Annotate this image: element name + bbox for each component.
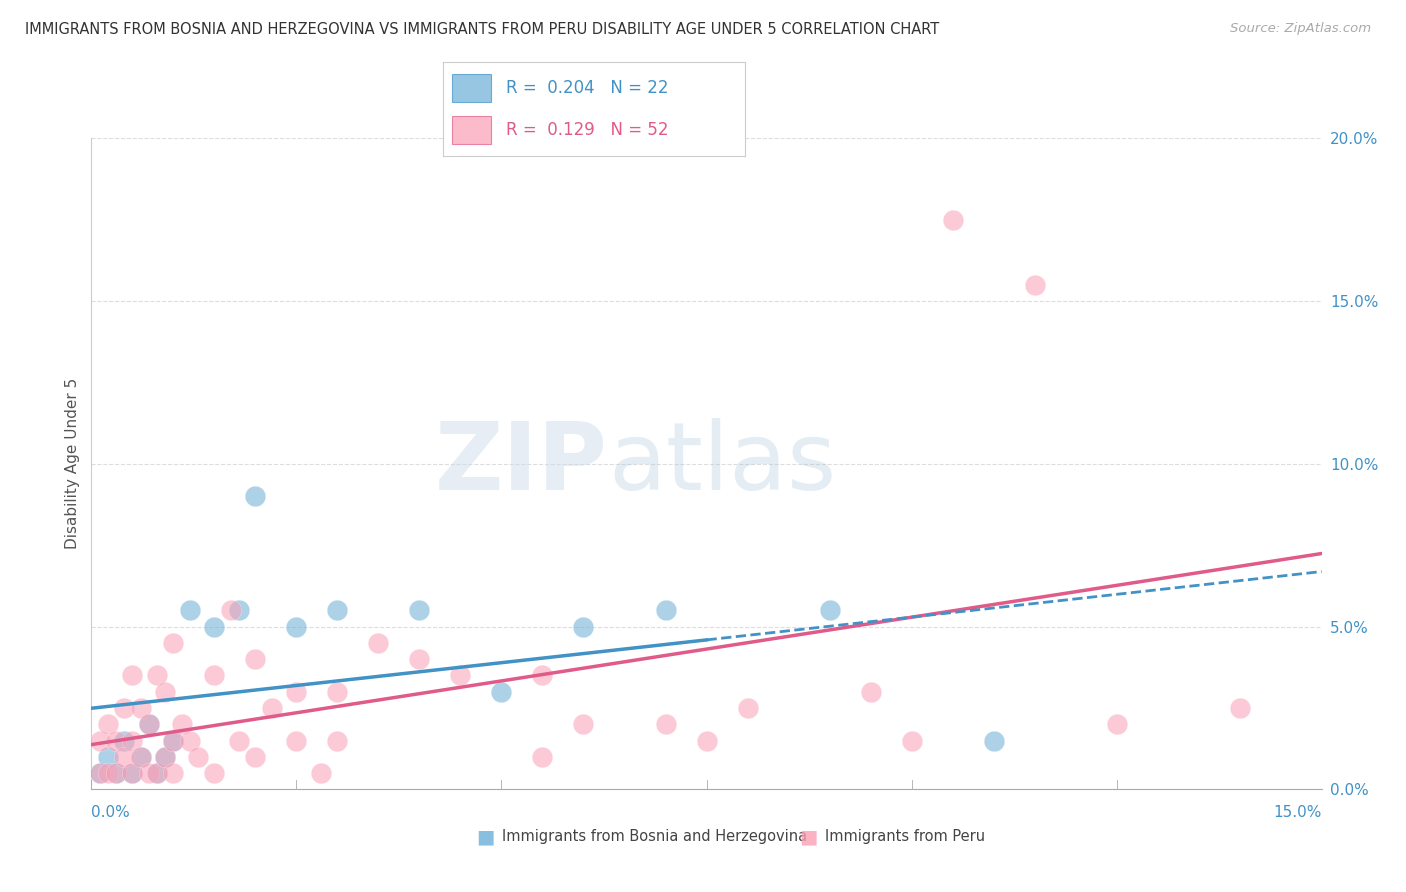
Point bbox=[146, 766, 169, 780]
Point bbox=[138, 717, 160, 731]
Point bbox=[97, 717, 120, 731]
Point bbox=[309, 766, 332, 780]
Point bbox=[859, 685, 882, 699]
Point bbox=[818, 603, 841, 617]
Text: Immigrants from Peru: Immigrants from Peru bbox=[825, 830, 986, 844]
Point bbox=[326, 733, 349, 747]
Point bbox=[146, 766, 169, 780]
Point bbox=[326, 603, 349, 617]
Text: ■: ■ bbox=[475, 827, 495, 847]
Point bbox=[260, 701, 283, 715]
Point bbox=[1024, 277, 1046, 292]
Point bbox=[531, 668, 554, 682]
Bar bbox=[451, 74, 491, 102]
Point bbox=[1105, 717, 1128, 731]
Point bbox=[138, 717, 160, 731]
Text: 0.0%: 0.0% bbox=[91, 805, 131, 821]
Point bbox=[408, 652, 430, 666]
Point bbox=[89, 766, 111, 780]
Point bbox=[737, 701, 759, 715]
Point bbox=[170, 717, 193, 731]
Y-axis label: Disability Age Under 5: Disability Age Under 5 bbox=[65, 378, 80, 549]
Point bbox=[129, 749, 152, 764]
Point bbox=[105, 733, 127, 747]
Text: R =  0.204   N = 22: R = 0.204 N = 22 bbox=[506, 78, 669, 96]
Point bbox=[245, 489, 267, 503]
Point bbox=[202, 668, 225, 682]
Point bbox=[531, 749, 554, 764]
Point bbox=[153, 749, 177, 764]
Point bbox=[89, 733, 111, 747]
Text: R =  0.129   N = 52: R = 0.129 N = 52 bbox=[506, 121, 669, 139]
Point bbox=[285, 685, 308, 699]
Point bbox=[202, 766, 225, 780]
Point bbox=[900, 733, 922, 747]
Point bbox=[179, 603, 201, 617]
Point bbox=[138, 766, 160, 780]
Point bbox=[326, 685, 349, 699]
Text: Immigrants from Bosnia and Herzegovina: Immigrants from Bosnia and Herzegovina bbox=[502, 830, 807, 844]
Point bbox=[162, 733, 184, 747]
Point bbox=[121, 766, 143, 780]
Point bbox=[572, 619, 595, 633]
Point bbox=[367, 636, 389, 650]
Point bbox=[112, 749, 135, 764]
Text: 15.0%: 15.0% bbox=[1274, 805, 1322, 821]
Point bbox=[654, 603, 676, 617]
Point bbox=[941, 212, 963, 227]
Point bbox=[97, 766, 120, 780]
Point bbox=[162, 733, 184, 747]
Point bbox=[408, 603, 430, 617]
Point bbox=[162, 636, 184, 650]
Point bbox=[1229, 701, 1251, 715]
Text: atlas: atlas bbox=[607, 417, 837, 510]
Text: ■: ■ bbox=[799, 827, 818, 847]
Point bbox=[121, 733, 143, 747]
Point bbox=[112, 733, 135, 747]
Point bbox=[285, 619, 308, 633]
Text: Source: ZipAtlas.com: Source: ZipAtlas.com bbox=[1230, 22, 1371, 36]
Text: ZIP: ZIP bbox=[436, 417, 607, 510]
Point bbox=[219, 603, 242, 617]
Point bbox=[105, 766, 127, 780]
Point bbox=[153, 685, 177, 699]
Point bbox=[983, 733, 1005, 747]
Point bbox=[202, 619, 225, 633]
Point bbox=[146, 668, 169, 682]
Point bbox=[228, 603, 250, 617]
Point bbox=[491, 685, 513, 699]
Point bbox=[129, 749, 152, 764]
Point bbox=[112, 701, 135, 715]
Point bbox=[97, 749, 120, 764]
Point bbox=[695, 733, 717, 747]
Point bbox=[245, 652, 267, 666]
Point bbox=[654, 717, 676, 731]
Bar bbox=[451, 116, 491, 144]
Point bbox=[245, 749, 267, 764]
Point bbox=[449, 668, 471, 682]
Point bbox=[121, 668, 143, 682]
Point bbox=[121, 766, 143, 780]
Point bbox=[105, 766, 127, 780]
Point bbox=[285, 733, 308, 747]
Point bbox=[153, 749, 177, 764]
Point bbox=[228, 733, 250, 747]
Text: IMMIGRANTS FROM BOSNIA AND HERZEGOVINA VS IMMIGRANTS FROM PERU DISABILITY AGE UN: IMMIGRANTS FROM BOSNIA AND HERZEGOVINA V… bbox=[25, 22, 939, 37]
Point bbox=[129, 701, 152, 715]
Point bbox=[179, 733, 201, 747]
Point bbox=[162, 766, 184, 780]
Point bbox=[572, 717, 595, 731]
Point bbox=[187, 749, 209, 764]
Point bbox=[89, 766, 111, 780]
